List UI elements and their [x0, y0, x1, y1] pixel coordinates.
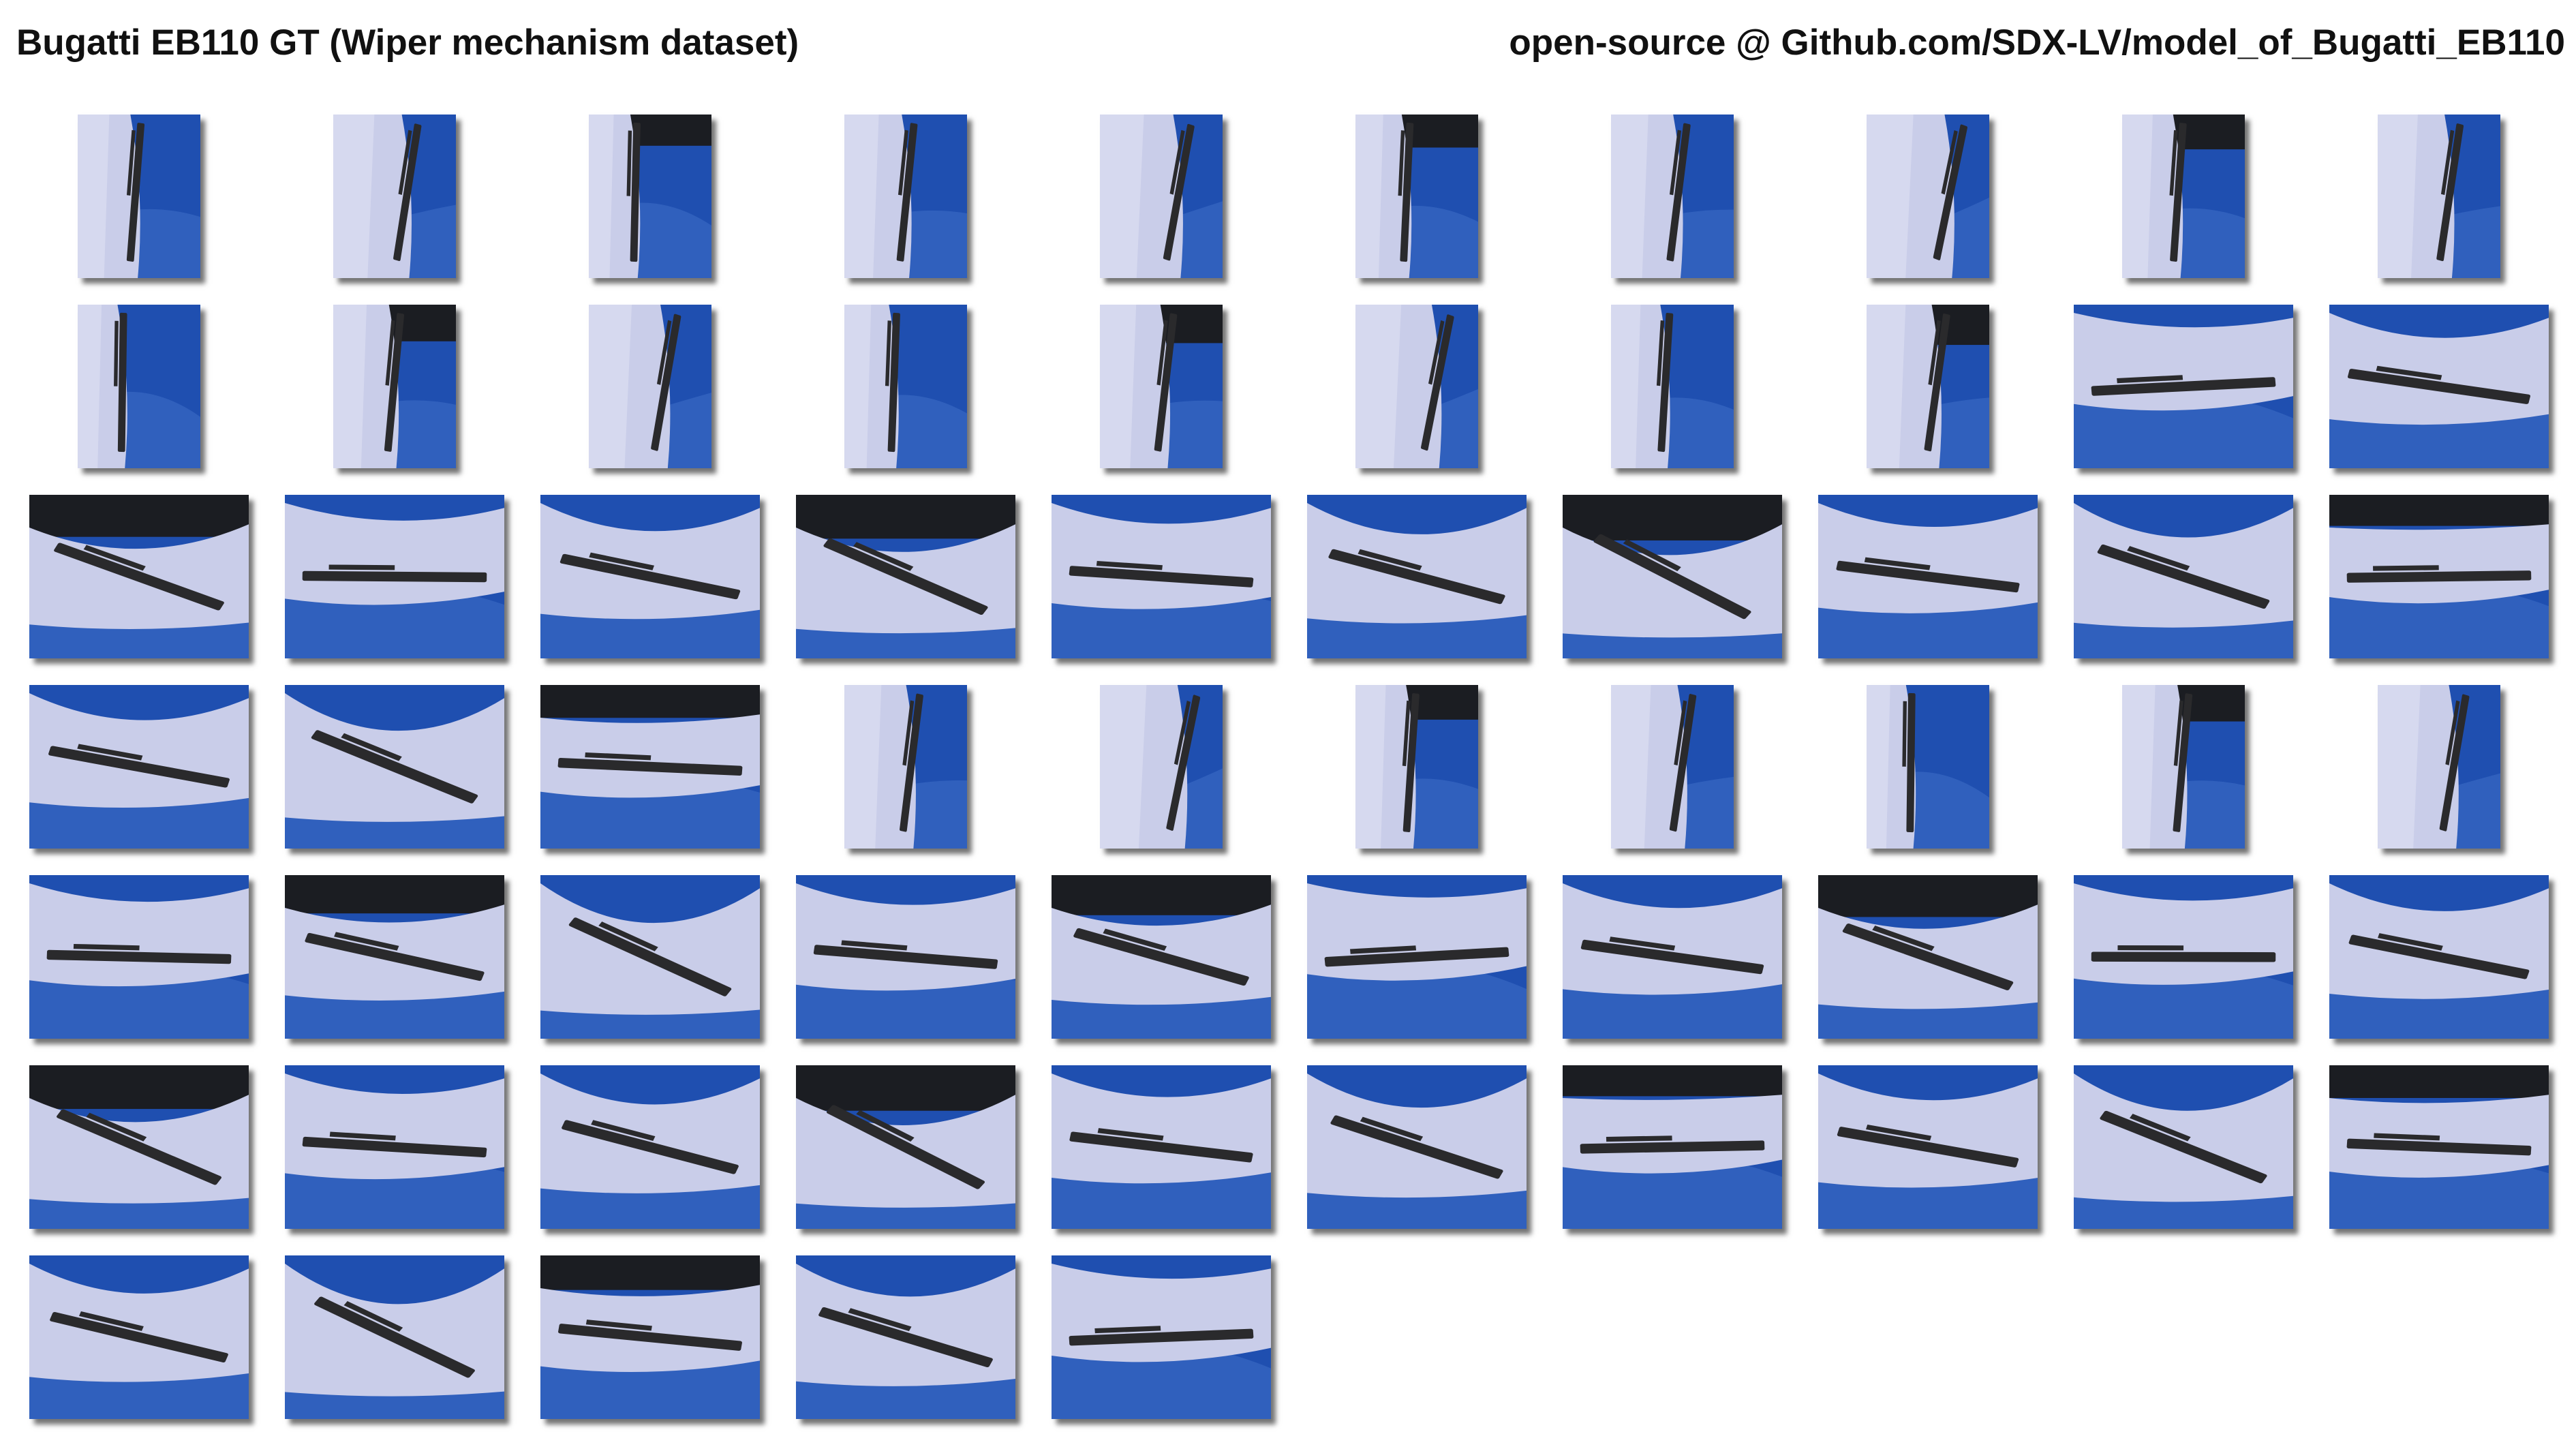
photo-thumbnail [2378, 685, 2500, 849]
photo-thumbnail [1867, 305, 1989, 468]
photo-thumbnail [78, 115, 200, 278]
photo-thumbnail [589, 305, 711, 468]
source-credit: open-source @ Github.com/SDX-LV/model_of… [1509, 22, 2565, 63]
photo-thumbnail [1818, 495, 2038, 658]
photo-thumbnail [540, 875, 760, 1039]
photo-thumbnail [1052, 495, 1271, 658]
photo-thumbnail [2074, 1065, 2293, 1229]
photo-thumbnail [1563, 495, 1782, 658]
photo-thumbnail [1052, 1255, 1271, 1419]
photo-thumbnail [2074, 875, 2293, 1039]
photo-thumbnail [285, 1065, 504, 1229]
photo-thumbnail [29, 1255, 249, 1419]
photo-thumbnail [2329, 875, 2549, 1039]
photo-thumbnail [1611, 115, 1734, 278]
photo-thumbnail [1307, 875, 1527, 1039]
photo-thumbnail [1818, 1065, 2038, 1229]
photo-thumbnail [2074, 495, 2293, 658]
photo-thumbnail [285, 1255, 504, 1419]
photo-thumbnail [1100, 115, 1223, 278]
photo-thumbnail [540, 1255, 760, 1419]
photo-thumbnail [285, 875, 504, 1039]
photo-thumbnail [1611, 685, 1734, 849]
photo-thumbnail [78, 305, 200, 468]
photo-thumbnail [796, 875, 1015, 1039]
photo-thumbnail [1867, 115, 1989, 278]
photo-thumbnail [285, 685, 504, 849]
photo-thumbnail [29, 1065, 249, 1229]
photo-thumbnail [1611, 305, 1734, 468]
photo-thumbnail [1563, 1065, 1782, 1229]
photo-thumbnail [540, 685, 760, 849]
photo-thumbnail [29, 685, 249, 849]
photo-thumbnail [1307, 1065, 1527, 1229]
photo-thumbnail [540, 495, 760, 658]
photo-thumbnail [844, 305, 967, 468]
photo-thumbnail [796, 1255, 1015, 1419]
photo-thumbnail [1100, 305, 1223, 468]
photo-thumbnail [2329, 495, 2549, 658]
photo-thumbnail [1355, 115, 1478, 278]
photo-thumbnail [2378, 115, 2500, 278]
photo-thumbnail [844, 115, 967, 278]
photo-thumbnail [844, 685, 967, 849]
photo-thumbnail [2074, 305, 2293, 468]
photo-thumbnail [1563, 875, 1782, 1039]
photo-thumbnail [1052, 1065, 1271, 1229]
photo-thumbnail [2122, 115, 2245, 278]
photo-thumbnail [285, 495, 504, 658]
photo-thumbnail [1052, 875, 1271, 1039]
photo-thumbnail [1355, 305, 1478, 468]
photo-thumbnail [796, 1065, 1015, 1229]
photo-thumbnail [2329, 1065, 2549, 1229]
photo-thumbnail [589, 115, 711, 278]
photo-thumbnail [29, 495, 249, 658]
photo-thumbnail [2329, 305, 2549, 468]
photo-thumbnail [1818, 875, 2038, 1039]
page-title: Bugatti EB110 GT (Wiper mechanism datase… [16, 22, 799, 63]
photo-thumbnail [796, 495, 1015, 658]
photo-thumbnail [1307, 495, 1527, 658]
photo-thumbnail [1355, 685, 1478, 849]
photo-thumbnail [2122, 685, 2245, 849]
photo-thumbnail [333, 115, 456, 278]
photo-thumbnail [29, 875, 249, 1039]
photo-thumbnail [1100, 685, 1223, 849]
photo-thumbnail [333, 305, 456, 468]
photo-thumbnail [1867, 685, 1989, 849]
photo-thumbnail [540, 1065, 760, 1229]
